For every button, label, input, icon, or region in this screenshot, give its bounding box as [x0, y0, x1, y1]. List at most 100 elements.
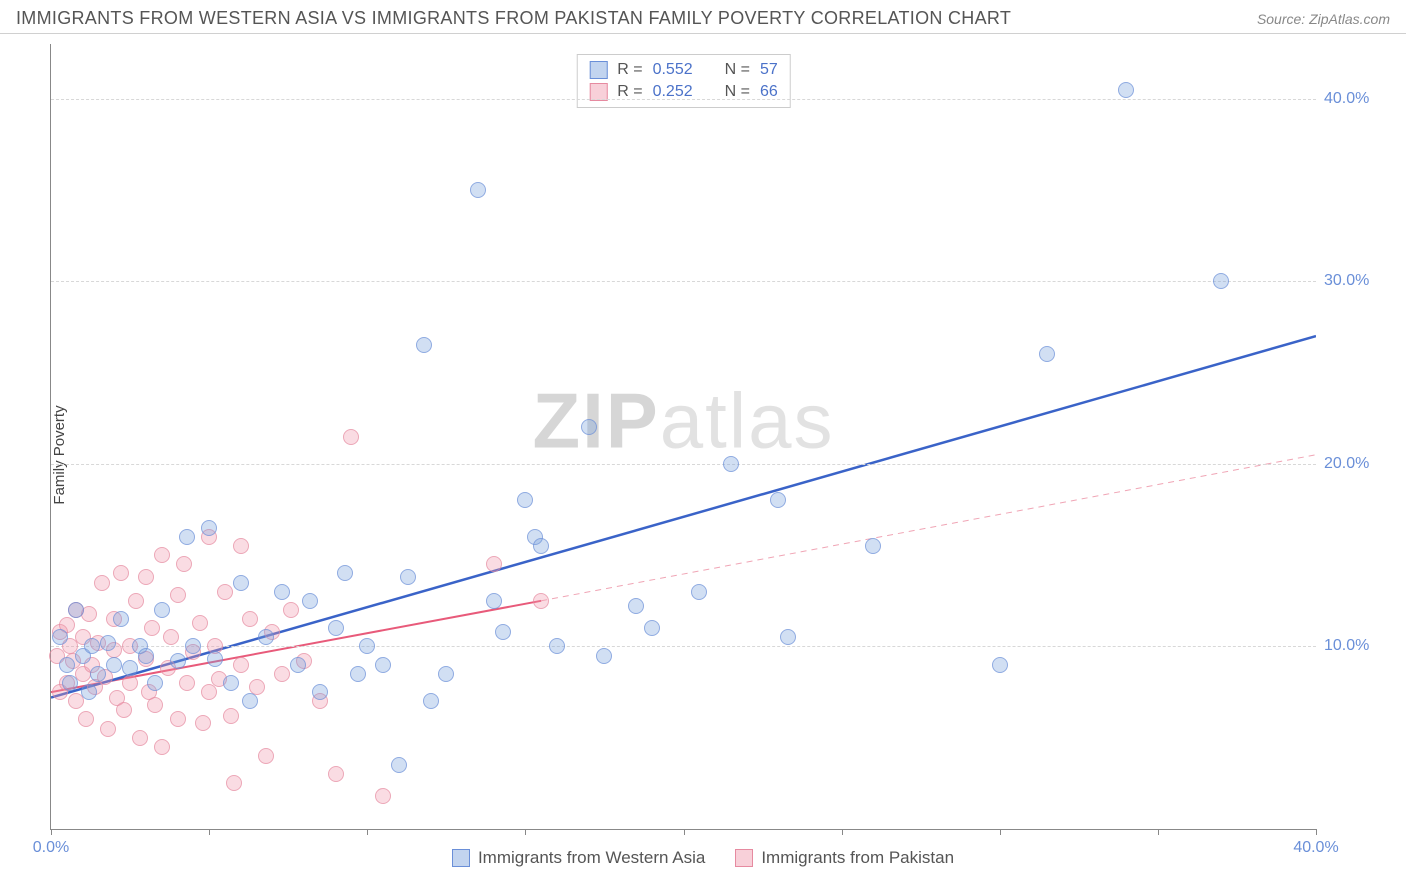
chart-header: IMMIGRANTS FROM WESTERN ASIA VS IMMIGRAN…	[0, 0, 1406, 34]
data-point-western-asia	[138, 648, 154, 664]
data-point-pakistan	[94, 575, 110, 591]
data-point-western-asia	[201, 520, 217, 536]
data-point-western-asia	[90, 666, 106, 682]
data-point-pakistan	[195, 715, 211, 731]
gridline	[51, 281, 1316, 282]
data-point-western-asia	[691, 584, 707, 600]
data-point-western-asia	[391, 757, 407, 773]
data-point-pakistan	[258, 748, 274, 764]
data-point-pakistan	[113, 565, 129, 581]
data-point-western-asia	[233, 575, 249, 591]
data-point-western-asia	[154, 602, 170, 618]
data-point-pakistan	[163, 629, 179, 645]
data-point-western-asia	[549, 638, 565, 654]
data-point-pakistan	[179, 675, 195, 691]
legend-item-western-asia: Immigrants from Western Asia	[452, 848, 705, 868]
data-point-pakistan	[122, 675, 138, 691]
data-point-pakistan	[138, 569, 154, 585]
data-point-western-asia	[486, 593, 502, 609]
data-point-western-asia	[59, 657, 75, 673]
stats-row-western-asia: R = 0.552 N = 57	[589, 59, 778, 81]
data-point-pakistan	[233, 657, 249, 673]
data-point-pakistan	[78, 711, 94, 727]
data-point-pakistan	[533, 593, 549, 609]
data-point-western-asia	[52, 629, 68, 645]
data-point-western-asia	[207, 651, 223, 667]
data-point-pakistan	[116, 702, 132, 718]
data-point-pakistan	[283, 602, 299, 618]
data-point-pakistan	[154, 547, 170, 563]
data-point-pakistan	[274, 666, 290, 682]
data-point-pakistan	[249, 679, 265, 695]
data-point-western-asia	[416, 337, 432, 353]
x-tick	[684, 829, 685, 835]
data-point-western-asia	[865, 538, 881, 554]
data-point-western-asia	[723, 456, 739, 472]
data-point-western-asia	[533, 538, 549, 554]
data-point-western-asia	[312, 684, 328, 700]
data-point-pakistan	[233, 538, 249, 554]
data-point-western-asia	[179, 529, 195, 545]
data-point-western-asia	[375, 657, 391, 673]
data-point-western-asia	[122, 660, 138, 676]
legend-item-pakistan: Immigrants from Pakistan	[735, 848, 954, 868]
gridline	[51, 464, 1316, 465]
x-tick	[209, 829, 210, 835]
data-point-western-asia	[68, 602, 84, 618]
x-tick	[525, 829, 526, 835]
data-point-pakistan	[217, 584, 233, 600]
data-point-western-asia	[470, 182, 486, 198]
x-tick	[51, 829, 52, 835]
chart-title: IMMIGRANTS FROM WESTERN ASIA VS IMMIGRAN…	[16, 8, 1011, 29]
data-point-pakistan	[132, 730, 148, 746]
data-point-western-asia	[147, 675, 163, 691]
swatch-western-asia-icon	[452, 849, 470, 867]
data-point-western-asia	[170, 653, 186, 669]
swatch-western-asia	[589, 61, 607, 79]
data-point-pakistan	[343, 429, 359, 445]
data-point-western-asia	[400, 569, 416, 585]
chart-area: Family Poverty ZIPatlas R = 0.552 N = 57…	[0, 34, 1406, 876]
data-point-pakistan	[154, 739, 170, 755]
data-point-western-asia	[628, 598, 644, 614]
series-legend: Immigrants from Western Asia Immigrants …	[0, 848, 1406, 868]
data-point-pakistan	[486, 556, 502, 572]
data-point-pakistan	[128, 593, 144, 609]
data-point-western-asia	[328, 620, 344, 636]
data-point-pakistan	[242, 611, 258, 627]
data-point-pakistan	[144, 620, 160, 636]
data-point-pakistan	[328, 766, 344, 782]
data-point-western-asia	[242, 693, 258, 709]
y-tick-label: 40.0%	[1324, 90, 1394, 108]
x-tick	[367, 829, 368, 835]
y-tick-label: 10.0%	[1324, 637, 1394, 655]
data-point-western-asia	[438, 666, 454, 682]
data-point-western-asia	[780, 629, 796, 645]
data-point-western-asia	[62, 675, 78, 691]
data-point-western-asia	[992, 657, 1008, 673]
data-point-western-asia	[302, 593, 318, 609]
gridline	[51, 646, 1316, 647]
data-point-pakistan	[375, 788, 391, 804]
data-point-western-asia	[100, 635, 116, 651]
data-point-western-asia	[517, 492, 533, 508]
data-point-western-asia	[495, 624, 511, 640]
data-point-western-asia	[644, 620, 660, 636]
data-point-western-asia	[1213, 273, 1229, 289]
source-attribution: Source: ZipAtlas.com	[1257, 11, 1390, 27]
data-point-pakistan	[223, 708, 239, 724]
data-point-pakistan	[100, 721, 116, 737]
data-point-pakistan	[170, 587, 186, 603]
data-point-western-asia	[1039, 346, 1055, 362]
x-tick	[842, 829, 843, 835]
data-point-pakistan	[192, 615, 208, 631]
x-tick	[1158, 829, 1159, 835]
data-point-western-asia	[106, 657, 122, 673]
swatch-pakistan-icon	[735, 849, 753, 867]
data-point-western-asia	[185, 638, 201, 654]
data-point-western-asia	[258, 629, 274, 645]
data-point-pakistan	[226, 775, 242, 791]
data-point-pakistan	[176, 556, 192, 572]
correlation-stats-box: R = 0.552 N = 57 R = 0.252 N = 66	[576, 54, 791, 108]
watermark: ZIPatlas	[532, 375, 834, 466]
